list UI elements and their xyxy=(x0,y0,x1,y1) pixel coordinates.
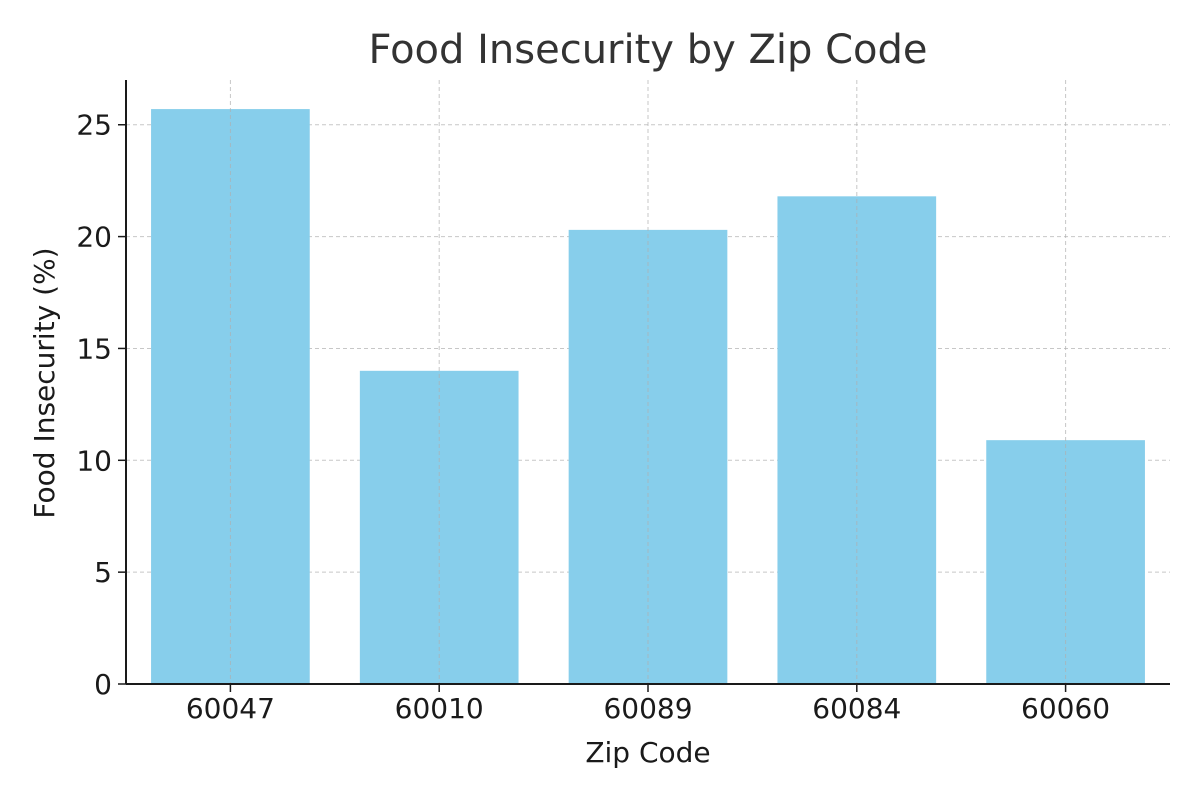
y-tick-label: 10 xyxy=(76,444,112,477)
x-tick-label: 60010 xyxy=(395,692,484,725)
x-axis-title: Zip Code xyxy=(585,736,710,769)
y-tick-label: 0 xyxy=(94,668,112,701)
x-tick-label: 60089 xyxy=(603,692,692,725)
ticks-layer: 0 5 10 15 20 25 60047 60010 60089 60084 60060 xyxy=(76,109,1110,725)
y-tick-label: 20 xyxy=(76,221,112,254)
y-tick-label: 15 xyxy=(76,332,112,365)
x-tick-label: 60060 xyxy=(1021,692,1110,725)
chart-title: Food Insecurity by Zip Code xyxy=(368,27,927,73)
y-axis-title: Food Insecurity (%) xyxy=(28,247,61,518)
x-tick-label: 60047 xyxy=(186,692,275,725)
y-tick-label: 5 xyxy=(94,556,112,589)
y-tick-label: 25 xyxy=(76,109,112,142)
x-tick-label: 60084 xyxy=(812,692,901,725)
